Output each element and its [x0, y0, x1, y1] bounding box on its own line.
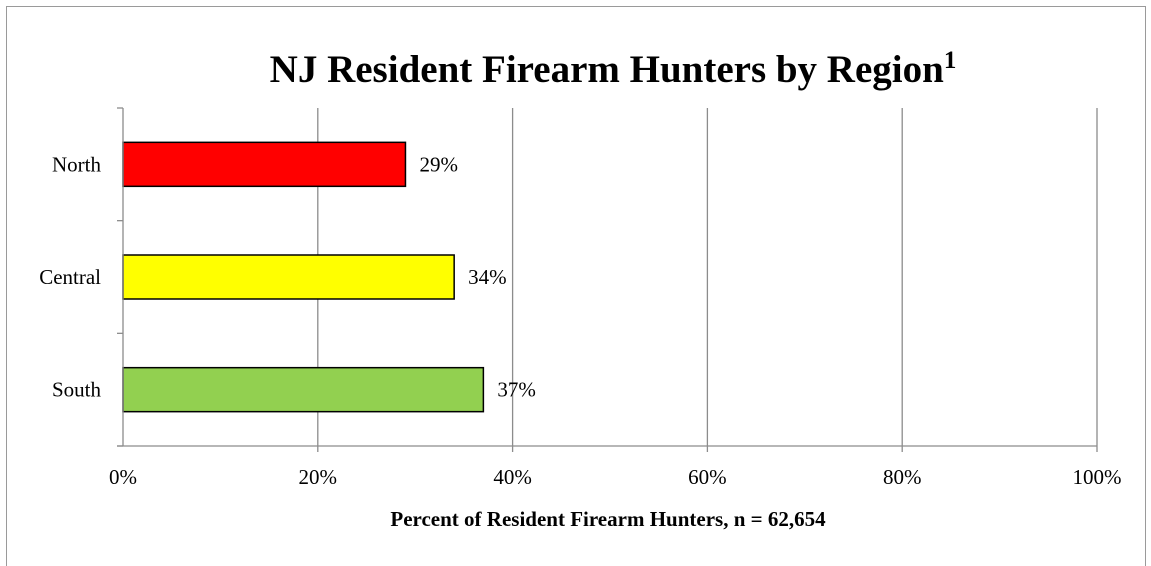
data-label-central: 34%	[468, 265, 507, 289]
x-tick-label: 20%	[299, 465, 338, 489]
x-axis-title: Percent of Resident Firearm Hunters, n =…	[390, 507, 826, 531]
x-tick-label: 60%	[688, 465, 727, 489]
chart-title: NJ Resident Firearm Hunters by Region1	[270, 47, 957, 91]
x-tick-label: 0%	[109, 465, 137, 489]
data-label-north: 29%	[419, 152, 458, 176]
labels: 0% 20% 40% 60% 80% 100% North 29% Central 34% Sout…	[39, 152, 1121, 489]
bar-north	[122, 141, 407, 188]
bar-central	[122, 254, 455, 300]
data-label-south: 37%	[497, 378, 536, 402]
x-tick-label: 100%	[1073, 465, 1122, 489]
bars	[122, 141, 485, 413]
category-label-north: North	[52, 152, 101, 176]
x-tick-label: 40%	[493, 465, 532, 489]
chart-frame	[6, 6, 1146, 566]
category-label-central: Central	[39, 265, 101, 289]
bar-south	[122, 366, 485, 413]
chart-title-superscript: 1	[944, 47, 957, 74]
category-label-south: South	[52, 378, 102, 402]
axes	[117, 107, 1097, 447]
x-tick-label: 80%	[883, 465, 922, 489]
chart-title-text: NJ Resident Firearm Hunters by Region	[270, 48, 944, 91]
